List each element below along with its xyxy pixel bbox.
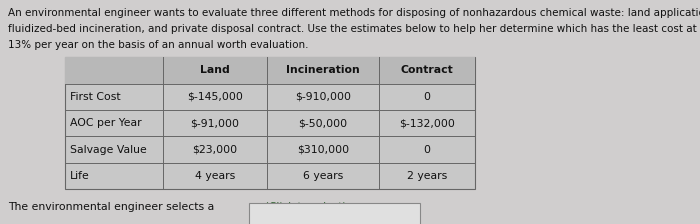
FancyBboxPatch shape [65,57,475,189]
Text: 2 years: 2 years [407,171,447,181]
Text: Land: Land [200,65,230,75]
Text: Incineration: Incineration [286,65,360,75]
Text: $-145,000: $-145,000 [187,92,243,102]
FancyBboxPatch shape [65,57,475,84]
Text: 0: 0 [424,145,430,155]
Text: $-91,000: $-91,000 [190,118,239,128]
Text: Life: Life [70,171,90,181]
Text: $-50,000: $-50,000 [298,118,347,128]
Text: First Cost: First Cost [70,92,120,102]
Text: Salvage Value: Salvage Value [70,145,147,155]
Text: 4 years: 4 years [195,171,235,181]
Text: AOC per Year: AOC per Year [70,118,141,128]
Text: 0: 0 [424,92,430,102]
Text: fluidized-bed incineration, and private disposal contract. Use the estimates bel: fluidized-bed incineration, and private … [8,24,700,34]
Text: private disposal contract: private disposal contract [262,216,393,224]
Text: $-132,000: $-132,000 [399,118,455,128]
Text: Contract: Contract [400,65,454,75]
FancyBboxPatch shape [248,203,420,224]
Text: An environmental engineer wants to evaluate three different methods for disposin: An environmental engineer wants to evalu… [8,8,700,18]
Text: $23,000: $23,000 [193,145,237,155]
Text: The environmental engineer selects a: The environmental engineer selects a [8,202,215,212]
Text: $310,000: $310,000 [297,145,349,155]
Text: $-910,000: $-910,000 [295,92,351,102]
Text: 6 years: 6 years [302,171,343,181]
Text: 13% per year on the basis of an annual worth evaluation.: 13% per year on the basis of an annual w… [8,40,309,50]
Text: ✓ (Click to select): ✓ (Click to select) [253,202,346,212]
